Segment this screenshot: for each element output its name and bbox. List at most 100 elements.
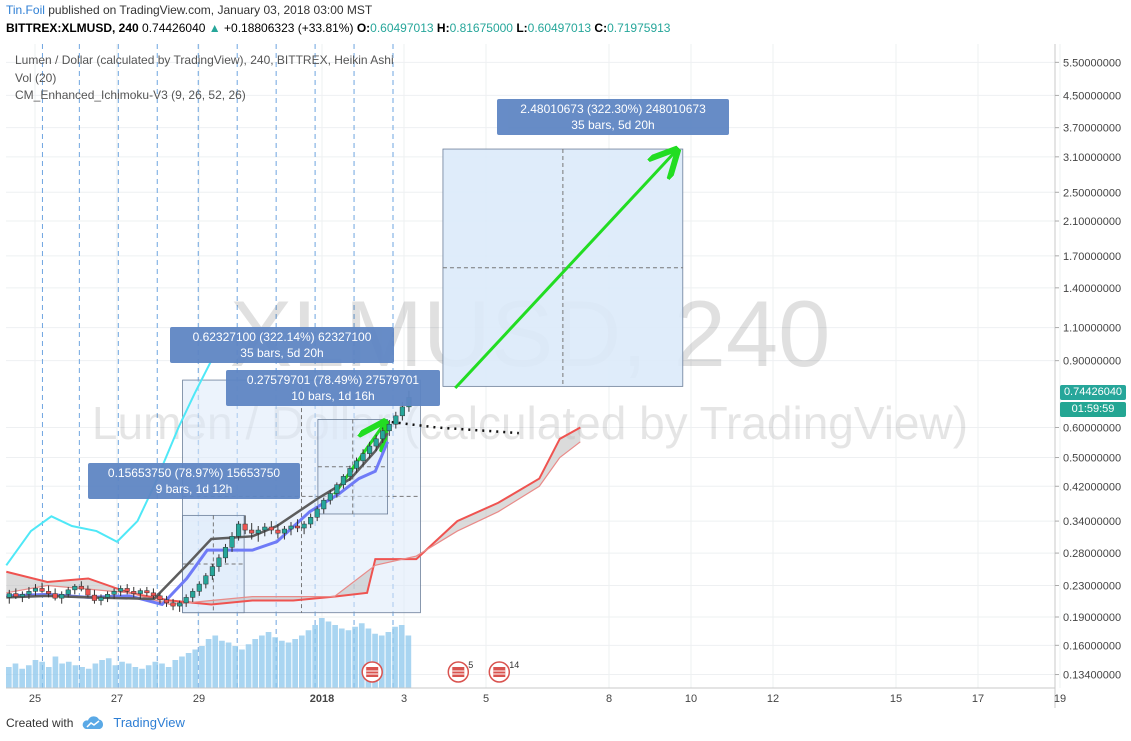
y-tick-label: 2.50000000 — [1063, 187, 1121, 199]
volume-bar — [159, 663, 165, 688]
volume-bar — [365, 628, 372, 688]
candle-body — [163, 599, 170, 604]
volume-bar — [205, 639, 212, 688]
candle-body — [52, 593, 58, 599]
tradingview-link[interactable]: TradingView — [113, 715, 185, 730]
candle-body — [203, 575, 209, 585]
measure-label-large-line2: 35 bars, 5d 20h — [571, 118, 655, 132]
x-tick-label: 10 — [685, 693, 697, 705]
candle-body — [65, 589, 71, 595]
flag-icon-body — [366, 667, 379, 677]
candle-body — [177, 602, 183, 607]
volume-bar — [345, 630, 352, 688]
legend-volume: Vol (20) — [15, 71, 57, 85]
candle-body — [262, 526, 268, 531]
volume-bar — [165, 667, 172, 688]
candle-body — [98, 597, 104, 601]
candle-body — [124, 588, 130, 592]
x-tick-label: 5 — [483, 693, 489, 705]
candle-body — [105, 594, 111, 598]
volume-bar — [212, 635, 219, 688]
price-chart[interactable]: XLMUSD, 240 Lumen / Dollar (calculated b… — [0, 44, 1131, 709]
footer: Created with TradingView — [6, 715, 185, 730]
x-tick-label: 15 — [890, 693, 902, 705]
candle-body — [393, 415, 399, 425]
volume-bar — [92, 663, 99, 688]
countdown-tag: 01:59:59 — [1060, 401, 1126, 417]
candle-body — [170, 602, 176, 607]
candle-body — [314, 508, 320, 518]
y-tick-label: 0.19000000 — [1063, 612, 1121, 624]
volume-bar — [378, 635, 385, 688]
volume-bar — [139, 668, 145, 688]
measure-label-main[interactable]: 0.62327100 (322.14%) 62327100 35 bars, 5… — [170, 327, 394, 363]
volume-bar — [245, 644, 252, 688]
low-label: L: — [516, 21, 528, 35]
x-tick-label: 29 — [193, 693, 205, 705]
candle-body — [301, 523, 307, 529]
badge-count: 5 — [468, 660, 473, 670]
candle-body — [229, 536, 235, 548]
volume-bar — [65, 661, 72, 688]
volume-bar — [265, 632, 272, 688]
up-arrow-icon: ▲ — [208, 21, 221, 35]
badge-count: 14 — [509, 660, 519, 670]
event-badge: 14 — [488, 660, 519, 683]
candle-body — [59, 594, 65, 599]
volume-bar — [392, 626, 398, 688]
publish-info: Tin.Foil published on TradingView.com, J… — [6, 3, 372, 17]
volume-bar — [6, 667, 12, 688]
measure-label-main-line2: 35 bars, 5d 20h — [240, 346, 324, 360]
volume-bar — [252, 639, 259, 688]
candle-body — [327, 493, 333, 501]
candle-body — [91, 594, 97, 601]
volume-bar — [12, 663, 19, 688]
candle-body — [295, 525, 301, 529]
candle-body — [347, 468, 353, 477]
y-tick-label: 0.16000000 — [1063, 640, 1121, 652]
candle-body — [367, 445, 373, 454]
volume-bar — [32, 660, 39, 688]
volume-bar — [225, 642, 232, 688]
close-value: 0.71975913 — [607, 21, 671, 35]
y-tick-label: 0.34000000 — [1063, 516, 1121, 528]
y-tick-label: 0.60000000 — [1063, 422, 1121, 434]
candle-body — [216, 557, 222, 567]
x-tick-label: 25 — [29, 693, 41, 705]
projection-dotted-line — [391, 420, 519, 435]
volume-bar — [292, 639, 298, 688]
candle-body — [386, 423, 392, 432]
volume-bar — [179, 656, 185, 688]
volume-bar — [259, 635, 265, 688]
volume-bar — [298, 635, 305, 688]
volume-bar — [285, 642, 292, 688]
candle-body — [131, 591, 137, 594]
event-badges[interactable]: 5 14 — [361, 660, 519, 683]
volume-bar — [19, 668, 25, 688]
measure-label-small-line2: 9 bars, 1d 12h — [155, 482, 233, 496]
volume-bar — [199, 646, 205, 688]
measure-label-mid[interactable]: 0.27579701 (78.49%) 27579701 10 bars, 1d… — [226, 370, 440, 406]
candle-body — [150, 592, 156, 597]
x-tick-label: 27 — [111, 693, 123, 705]
volume-bar — [119, 661, 125, 688]
volume-bar — [52, 656, 59, 688]
volume-bar — [112, 665, 119, 688]
candle-body — [78, 585, 84, 590]
x-tick-label: 8 — [606, 693, 612, 705]
volume-bar — [172, 660, 179, 688]
candle-body — [236, 523, 242, 537]
candle-body — [373, 438, 379, 447]
measure-label-large[interactable]: 2.48010673 (322.30%) 248010673 35 bars, … — [497, 99, 729, 135]
last-price-tag: 0.74426040 — [1060, 384, 1126, 400]
flag-icon-body — [493, 667, 506, 677]
candle-body — [190, 591, 196, 598]
symbol-name: BITTREX:XLMUSD, 240 — [6, 21, 139, 35]
measure-label-small[interactable]: 0.15653750 (78.97%) 15653750 9 bars, 1d … — [88, 463, 300, 499]
close-label: C: — [594, 21, 608, 35]
legend-indicator: CM_Enhanced_Ichimoku-V3 (9, 26, 52, 26) — [15, 88, 246, 102]
x-tick-label: 19 — [1054, 693, 1066, 705]
author-link[interactable]: Tin.Foil — [6, 3, 45, 17]
candle-body — [281, 528, 287, 534]
y-tick-label: 3.70000000 — [1063, 123, 1121, 135]
